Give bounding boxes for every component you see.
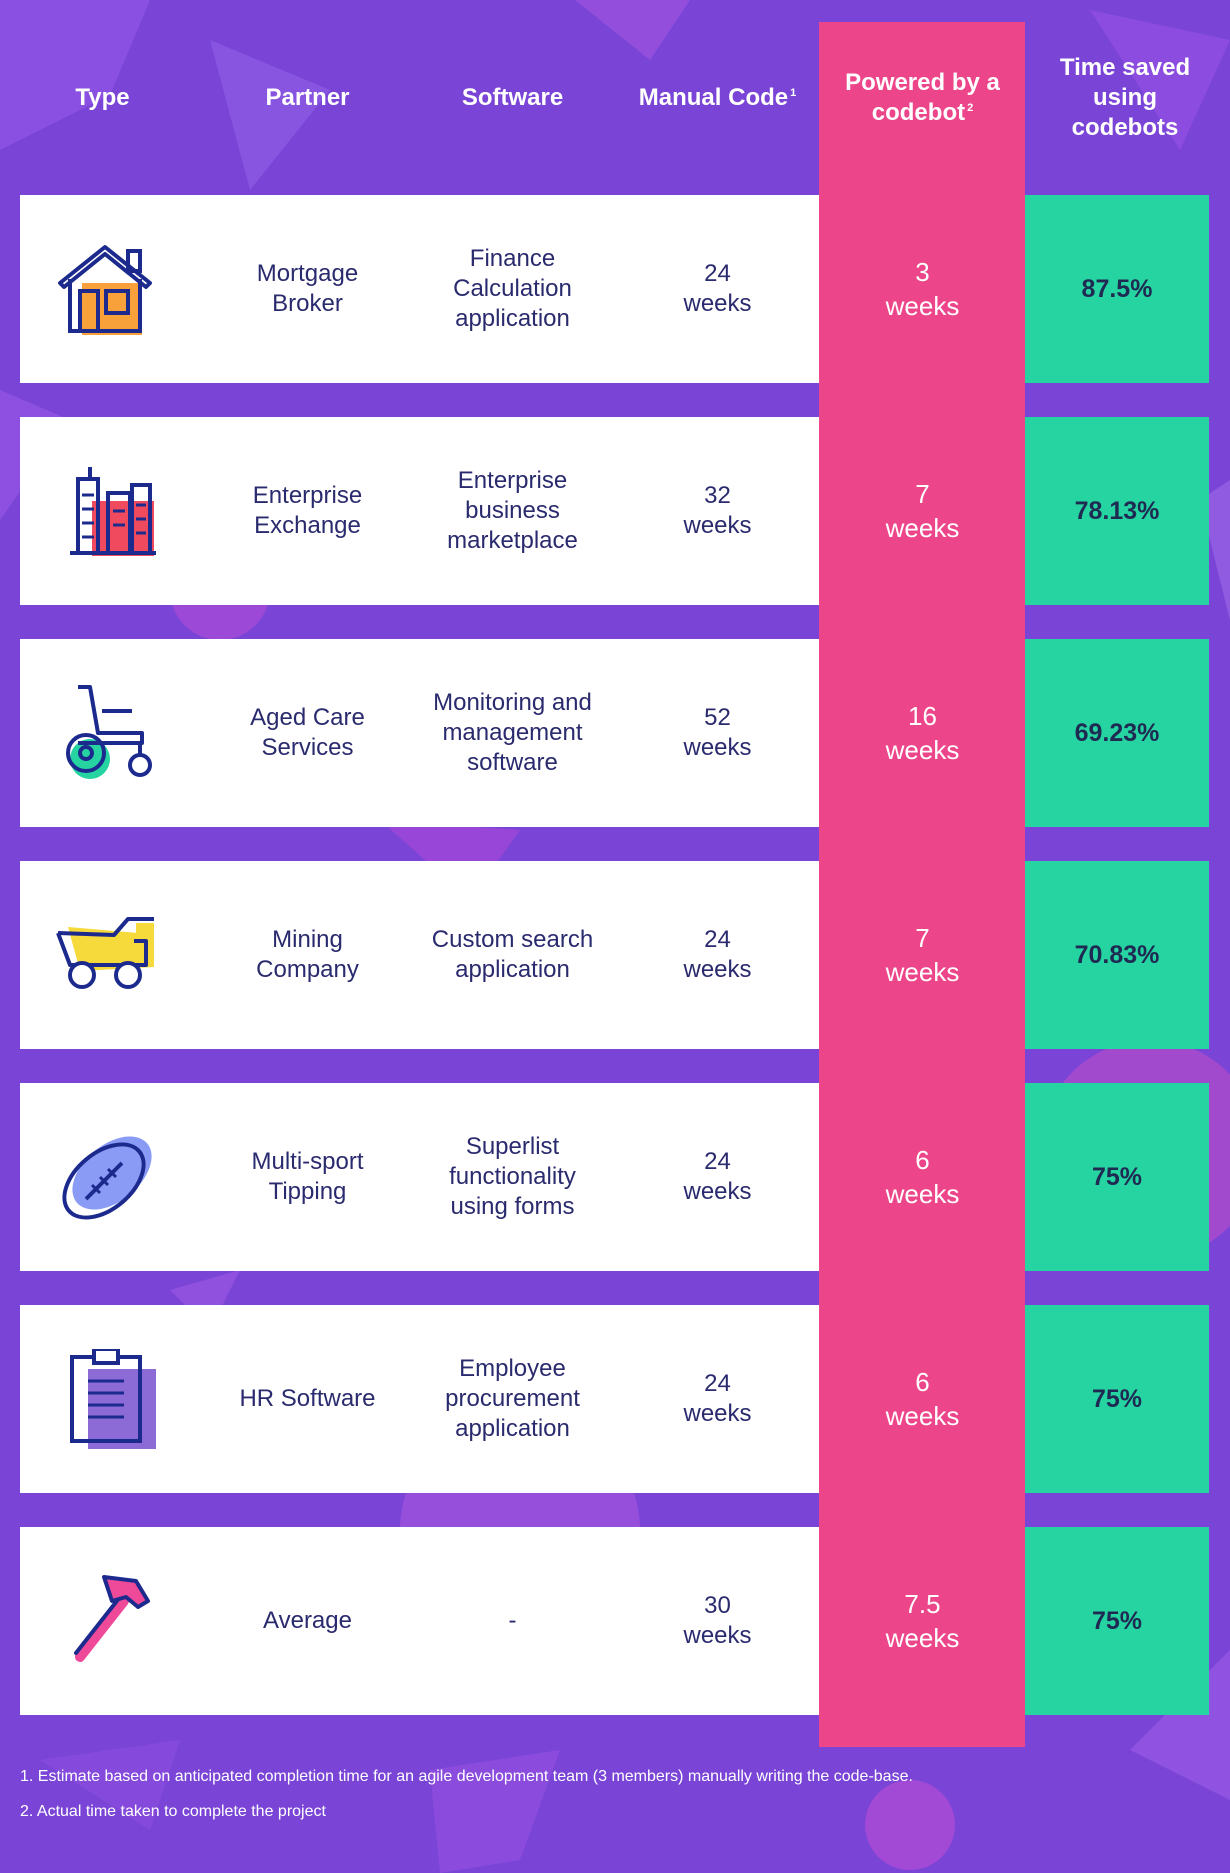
- codebot-time-cell: 6 weeks: [885, 1145, 960, 1209]
- manual-code-cell: 52 weeks: [683, 704, 752, 761]
- partner-cell: Mortgage Broker: [256, 260, 359, 317]
- software-cell: Employee procurement application: [445, 1355, 580, 1442]
- manual-code-cell: 24 weeks: [683, 1370, 752, 1427]
- software-cell: Monitoring and management software: [433, 689, 592, 776]
- saved-cell-background: [1025, 195, 1209, 383]
- footnote-1: 1. Estimate based on anticipated complet…: [20, 1768, 913, 1785]
- row-background: [20, 1083, 820, 1271]
- row-background: [20, 639, 820, 827]
- time-saved-cell: 75%: [1091, 1607, 1143, 1635]
- header-powered: Powered by a codebot 2: [845, 68, 1000, 126]
- codebot-time-cell: 7.5 weeks: [885, 1589, 960, 1653]
- header-time-saved: Time saved using codebots: [1059, 53, 1191, 141]
- header-software: Software: [461, 83, 564, 111]
- table-row: [20, 417, 1209, 605]
- saved-cell-background: [1025, 639, 1209, 827]
- time-saved-cell: 75%: [1091, 1385, 1143, 1413]
- codebot-time-cell: 7 weeks: [885, 479, 960, 543]
- house-icon: [50, 239, 160, 339]
- row-background: [20, 195, 820, 383]
- football-icon: [50, 1127, 160, 1227]
- saved-cell-background: [1025, 1083, 1209, 1271]
- codebot-time-cell: 3 weeks: [885, 257, 960, 321]
- partner-cell: HR Software: [239, 1385, 376, 1412]
- software-cell: Superlist functionality using forms: [449, 1133, 576, 1220]
- time-saved-cell: 78.13%: [1074, 497, 1160, 525]
- table-row: [20, 195, 1209, 383]
- codebot-time-cell: 6 weeks: [885, 1367, 960, 1431]
- city-buildings-icon: [50, 461, 160, 561]
- table-row: [20, 639, 1209, 827]
- partner-cell: Mining Company: [256, 926, 359, 983]
- saved-cell-background: [1025, 1527, 1209, 1715]
- footnote-2: 2. Actual time taken to complete the pro…: [20, 1803, 326, 1820]
- time-saved-cell: 75%: [1091, 1163, 1143, 1191]
- header-type: Type: [75, 83, 130, 111]
- partner-cell: Average: [263, 1607, 352, 1634]
- time-saved-cell: 69.23%: [1074, 719, 1160, 747]
- saved-cell-background: [1025, 861, 1209, 1049]
- partner-cell: Enterprise Exchange: [252, 482, 363, 539]
- manual-code-cell: 24 weeks: [683, 1148, 752, 1205]
- time-saved-cell: 70.83%: [1074, 941, 1160, 969]
- software-cell: Custom search application: [431, 926, 594, 983]
- manual-code-cell: 24 weeks: [683, 926, 752, 983]
- partner-cell: Aged Care Services: [250, 704, 365, 761]
- clipboard-icon: [50, 1347, 160, 1449]
- header-partner: Partner: [265, 83, 350, 111]
- table-row: [20, 1083, 1209, 1271]
- manual-code-cell: 32 weeks: [683, 482, 752, 539]
- saved-cell-background: [1025, 1305, 1209, 1493]
- saved-cell-background: [1025, 417, 1209, 605]
- software-cell: Enterprise business marketplace: [447, 467, 578, 554]
- manual-code-cell: 30 weeks: [683, 1592, 752, 1649]
- time-saved-cell: 87.5%: [1081, 275, 1153, 303]
- table-row: [20, 1527, 1209, 1715]
- codebot-time-cell: 7 weeks: [885, 923, 960, 987]
- manual-code-cell: 24 weeks: [683, 260, 752, 317]
- wheelchair-icon: [50, 683, 160, 783]
- row-background: [20, 1527, 820, 1715]
- hammer-icon: [50, 1571, 160, 1671]
- codebot-time-cell: 16 weeks: [885, 701, 960, 765]
- header-manual-code: Manual Code 1: [638, 83, 797, 111]
- mining-truck-icon: [50, 905, 160, 1005]
- partner-cell: Multi-sport Tipping: [251, 1148, 364, 1205]
- software-cell: -: [508, 1607, 517, 1634]
- software-cell: Finance Calculation application: [453, 245, 572, 332]
- table-row: [20, 861, 1209, 1049]
- highlight-column: [819, 22, 1025, 1747]
